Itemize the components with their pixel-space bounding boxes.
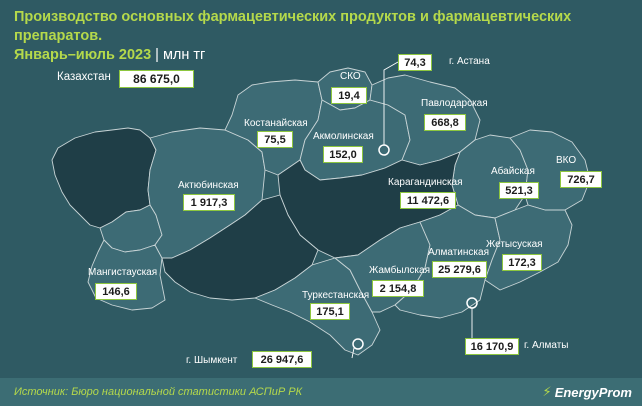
vko-label: ВКО [556, 155, 577, 166]
akmola-value: 152,0 [323, 146, 363, 163]
kazakhstan-map [51, 61, 591, 359]
astana-value: 74,3 [398, 54, 432, 71]
shymkent-value: 26 947,6 [252, 351, 312, 368]
brand-name: EnergyProm [554, 384, 632, 400]
turkestan-label: Туркестанская [302, 290, 370, 301]
title-unit: млн тг [162, 47, 206, 63]
aktobe-label: Актюбинская [178, 180, 239, 191]
karaganda-label: Карагандинская [388, 177, 463, 188]
title-line-2: Январь–июль 2023 [14, 47, 152, 63]
almaty-city-label: г. Алматы [524, 340, 569, 351]
pavlodar-value: 668,8 [424, 114, 466, 131]
sko-label: СКО [340, 71, 361, 82]
region-kyzylorda [161, 194, 319, 301]
abay-value: 521,3 [499, 182, 539, 199]
title-separator: | [155, 47, 159, 63]
page-title: Производство основных фармацевтических п… [14, 8, 624, 65]
aktobe-value: 1 917,3 [183, 194, 235, 211]
kostanay-value: 75,5 [257, 131, 293, 148]
turkestan-value: 175,1 [310, 303, 350, 320]
kostanay-label: Костанайская [244, 118, 308, 129]
vko-value: 726,7 [560, 171, 602, 188]
zhetysu-label: Жетысуская [486, 239, 543, 250]
shymkent-label: г. Шымкент [186, 355, 238, 366]
astana-leader-line [383, 61, 399, 145]
lightning-icon: ⚡ [542, 384, 552, 399]
mangystau-label: Мангистауская [88, 267, 158, 278]
astana-label: г. Астана [449, 56, 490, 67]
zhambyl-value: 2 154,8 [372, 280, 424, 297]
sko-value: 19,4 [331, 87, 367, 104]
mangystau-value: 146,6 [95, 283, 137, 300]
footer-bar [0, 378, 642, 406]
akmola-label: Акмолинская [313, 131, 374, 142]
karaganda-value: 11 472,6 [400, 192, 456, 209]
almaty-region-value: 25 279,6 [432, 261, 487, 278]
shymkent-leader-line [351, 347, 355, 359]
brand-logo: ⚡ EnergyProm [543, 384, 632, 400]
total-label: Казахстан [57, 71, 111, 83]
almaty-city-value: 16 170,9 [465, 338, 519, 355]
zhambyl-label: Жамбылская [369, 265, 430, 276]
zhetysu-value: 172,3 [502, 254, 542, 271]
pavlodar-label: Павлодарская [421, 98, 488, 109]
shymkent-marker [352, 338, 364, 350]
title-line-1: Производство основных фармацевтических п… [14, 9, 572, 44]
almaty-region-label: Алматинская [428, 247, 489, 258]
abay-label: Абайская [491, 166, 535, 177]
source-note: Источник: Бюро национальной статистики А… [14, 386, 303, 398]
total-value: 86 675,0 [119, 70, 194, 88]
